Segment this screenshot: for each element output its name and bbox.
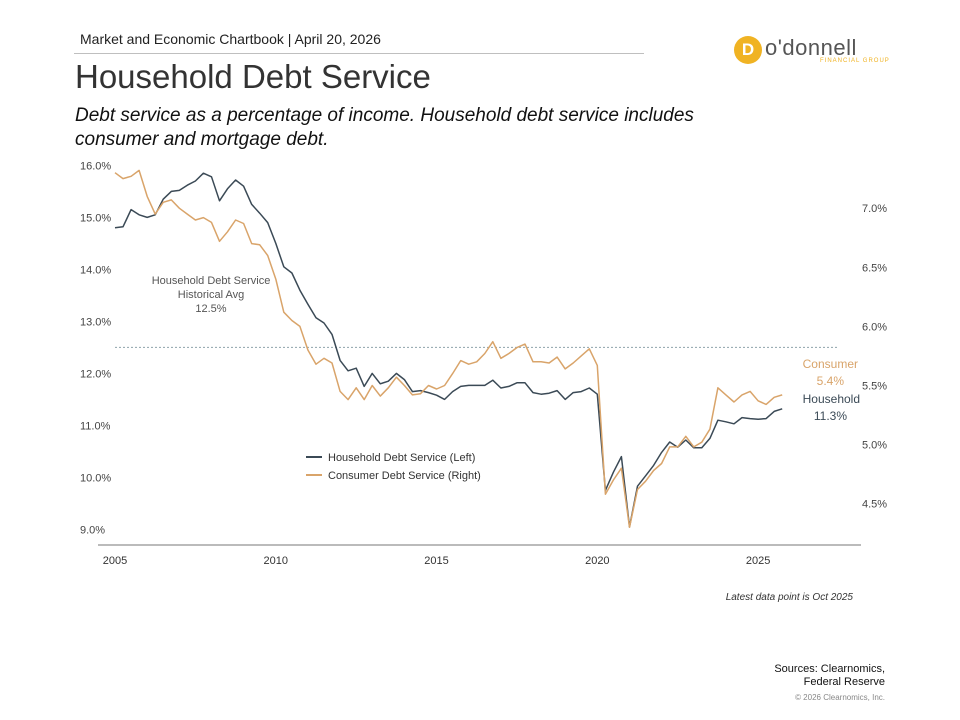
logo-subtitle: FINANCIAL GROUP bbox=[820, 58, 890, 64]
header-divider bbox=[74, 53, 644, 54]
household-debt-series-line bbox=[114, 172, 783, 528]
sources-note: Sources: Clearnomics, Federal Reserve bbox=[720, 663, 885, 689]
logo-badge-letter: D bbox=[741, 40, 755, 59]
x-tick-label: 2005 bbox=[103, 555, 127, 567]
household-end-value: 11.3% bbox=[814, 409, 847, 423]
y-right-tick-label: 5.0% bbox=[862, 440, 887, 452]
historical-average-label: 12.5% bbox=[195, 303, 226, 315]
y-right-tick-label: 5.5% bbox=[862, 380, 887, 392]
historical-average-label: Historical Avg bbox=[178, 289, 244, 301]
y-left-tick-label: 12.0% bbox=[80, 368, 111, 380]
y-left-tick-label: 9.0% bbox=[80, 524, 105, 536]
legend-entry-label: Consumer Debt Service (Right) bbox=[328, 470, 481, 482]
sources-line-2: Federal Reserve bbox=[803, 676, 885, 688]
consumer-debt-series-line bbox=[114, 169, 783, 529]
company-logo: D o'donnell FINANCIAL GROUP bbox=[734, 35, 889, 68]
chartbook-header: Market and Economic Chartbook | April 20… bbox=[80, 31, 381, 47]
latest-data-note: Latest data point is Oct 2025 bbox=[725, 592, 853, 603]
y-left-tick-label: 16.0% bbox=[80, 160, 111, 172]
x-tick-label: 2015 bbox=[424, 555, 448, 567]
y-right-tick-label: 4.5% bbox=[862, 499, 887, 511]
page-subtitle: Debt service as a percentage of income. … bbox=[75, 105, 694, 150]
y-left-tick-label: 15.0% bbox=[80, 212, 111, 224]
page-title: Household Debt Service bbox=[75, 58, 431, 95]
consumer-end-label: Consumer bbox=[803, 357, 858, 371]
logo-wordmark: o'donnell bbox=[765, 35, 857, 60]
y-left-tick-label: 14.0% bbox=[80, 264, 111, 276]
x-tick-label: 2010 bbox=[264, 555, 288, 567]
y-left-tick-label: 13.0% bbox=[80, 316, 111, 328]
household-end-label: Household bbox=[803, 392, 860, 406]
y-left-tick-label: 11.0% bbox=[80, 420, 111, 432]
y-right-tick-label: 6.5% bbox=[862, 262, 887, 274]
sources-line-1: Sources: Clearnomics, bbox=[774, 663, 885, 675]
historical-average-label: Household Debt Service bbox=[152, 275, 271, 287]
logo-badge-icon bbox=[734, 36, 762, 64]
y-right-tick-label: 6.0% bbox=[862, 321, 887, 333]
y-right-tick-label: 7.0% bbox=[862, 203, 887, 215]
y-left-tick-label: 10.0% bbox=[80, 472, 111, 484]
legend-entry-label: Household Debt Service (Left) bbox=[328, 452, 475, 464]
consumer-end-value: 5.4% bbox=[817, 374, 845, 388]
x-tick-label: 2025 bbox=[746, 555, 770, 567]
x-tick-label: 2020 bbox=[585, 555, 609, 567]
copyright-note: © 2026 Clearnomics, Inc. bbox=[795, 693, 885, 702]
